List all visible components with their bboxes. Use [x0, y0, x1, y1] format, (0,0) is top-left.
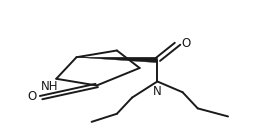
Text: N: N: [153, 86, 162, 98]
Text: O: O: [181, 37, 190, 50]
Text: O: O: [27, 90, 36, 103]
Text: NH: NH: [41, 80, 59, 93]
Polygon shape: [76, 57, 158, 63]
